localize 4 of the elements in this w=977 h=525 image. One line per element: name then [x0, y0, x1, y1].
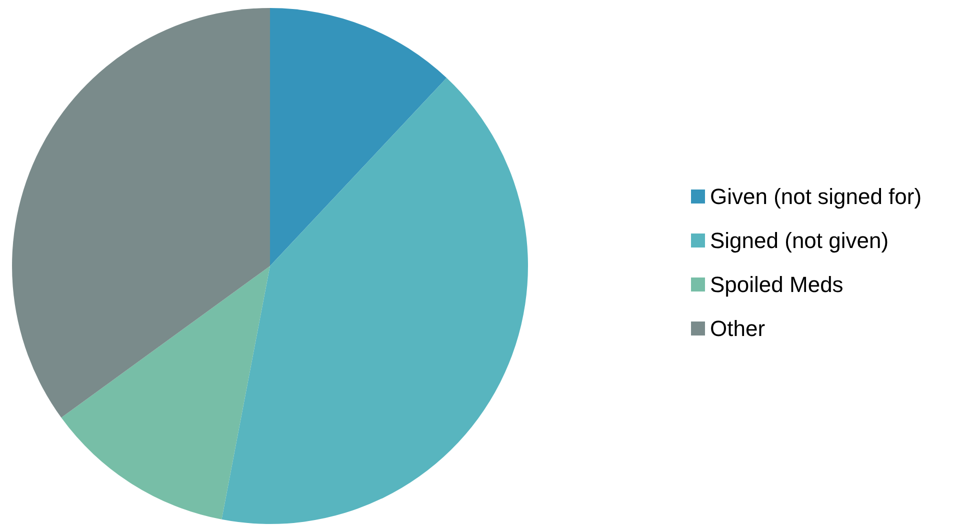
legend-label: Other	[710, 316, 766, 341]
legend-label: Signed (not given)	[710, 228, 889, 253]
legend-label: Given (not signed for)	[710, 184, 922, 209]
legend-label: Spoiled Meds	[710, 272, 844, 297]
